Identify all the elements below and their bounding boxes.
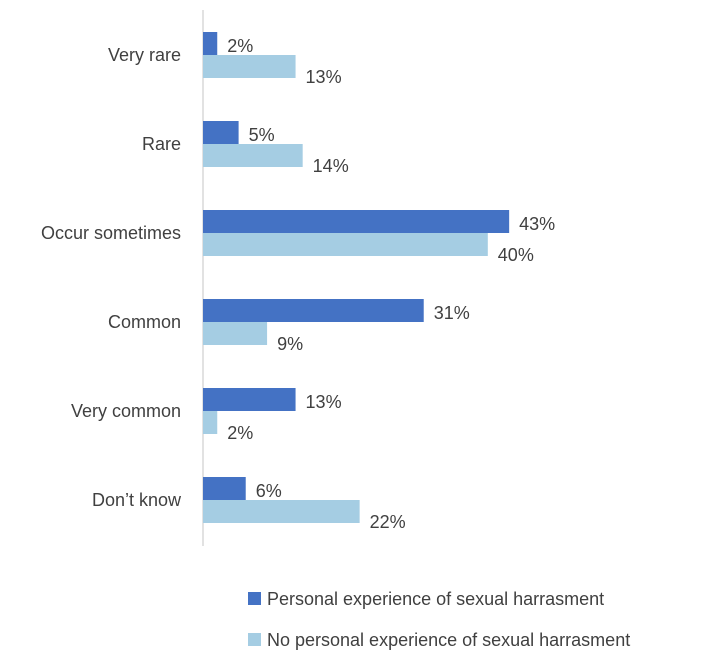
data-label-personal-very-rare: 2% bbox=[227, 36, 253, 56]
data-labels: 2% 13% 5% 14% 43% 40% 31% 9% 13% 2% 6% 22% bbox=[227, 36, 555, 532]
category-label-rare: Rare bbox=[142, 134, 181, 154]
category-labels: Very rare Rare Occur sometimes Common Very c… bbox=[41, 45, 182, 510]
data-label-no-personal-very-common: 2% bbox=[227, 423, 253, 443]
bar-personal-very-common bbox=[203, 388, 296, 411]
bars bbox=[203, 32, 510, 523]
data-label-no-personal-very-rare: 13% bbox=[306, 67, 342, 87]
bar-personal-occur-sometimes bbox=[203, 210, 510, 233]
data-label-no-personal-occur-sometimes: 40% bbox=[498, 245, 534, 265]
legend-swatch-no-personal bbox=[248, 633, 261, 646]
legend-swatch-personal bbox=[248, 592, 261, 605]
category-label-very-rare: Very rare bbox=[108, 45, 181, 65]
legend-label-no-personal: No personal experience of sexual harrasm… bbox=[267, 630, 630, 650]
bar-no-personal-common bbox=[203, 322, 268, 345]
legend-label-personal: Personal experience of sexual harrasment bbox=[267, 589, 604, 609]
bar-personal-don-t-know bbox=[203, 477, 246, 500]
bar-personal-very-rare bbox=[203, 32, 218, 55]
bar-no-personal-don-t-know bbox=[203, 500, 360, 523]
data-label-no-personal-rare: 14% bbox=[313, 156, 349, 176]
bar-no-personal-rare bbox=[203, 144, 303, 167]
bar-no-personal-occur-sometimes bbox=[203, 233, 488, 256]
data-label-personal-rare: 5% bbox=[249, 125, 275, 145]
category-label-occur-sometimes: Occur sometimes bbox=[41, 223, 181, 243]
data-label-personal-very-common: 13% bbox=[306, 392, 342, 412]
category-label-common: Common bbox=[108, 312, 181, 332]
data-label-personal-don-t-know: 6% bbox=[256, 481, 282, 501]
legend: Personal experience of sexual harrasment… bbox=[248, 589, 630, 650]
category-label-very-common: Very common bbox=[71, 401, 181, 421]
data-label-personal-occur-sometimes: 43% bbox=[519, 214, 555, 234]
data-label-no-personal-don-t-know: 22% bbox=[370, 512, 406, 532]
category-label-don-t-know: Don’t know bbox=[92, 490, 182, 510]
bar-personal-rare bbox=[203, 121, 239, 144]
bar-no-personal-very-common bbox=[203, 411, 218, 434]
bar-no-personal-very-rare bbox=[203, 55, 296, 78]
data-label-personal-common: 31% bbox=[434, 303, 470, 323]
data-label-no-personal-common: 9% bbox=[277, 334, 303, 354]
bar-personal-common bbox=[203, 299, 424, 322]
